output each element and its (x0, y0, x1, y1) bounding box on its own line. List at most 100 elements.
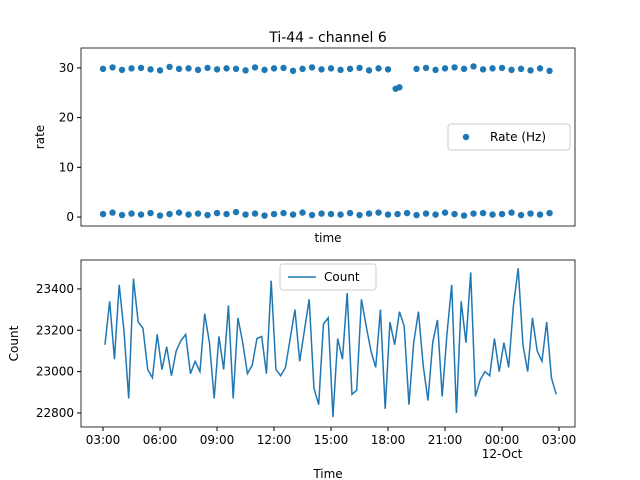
x-tick-label: 03:00 (542, 433, 577, 447)
point (223, 210, 230, 218)
legend-box (447, 123, 571, 151)
point (546, 67, 553, 75)
point (451, 210, 458, 218)
point (109, 209, 116, 216)
x-tick-label: 06:00 (143, 433, 178, 447)
point (109, 64, 116, 71)
point (299, 65, 306, 73)
y-tick-label: 23400 (36, 282, 74, 296)
point (422, 210, 430, 217)
x-tick-label: 09:00 (200, 433, 235, 447)
point (527, 210, 534, 217)
point (384, 66, 392, 73)
point (270, 210, 278, 218)
point (470, 210, 477, 217)
point (441, 209, 449, 216)
point (460, 212, 468, 219)
point (356, 64, 363, 72)
point (308, 211, 316, 219)
legend-label: Count (324, 270, 360, 284)
point (137, 64, 145, 72)
point (451, 64, 458, 71)
point (508, 66, 515, 74)
point (318, 210, 325, 217)
point (137, 211, 145, 218)
point (175, 65, 183, 73)
point (166, 63, 173, 71)
chart-title: Ti-44 - channel 6 (268, 30, 387, 46)
point (460, 65, 468, 73)
point (546, 209, 553, 217)
point (185, 211, 192, 218)
point (118, 66, 126, 74)
x-tick-label: 12:00 (257, 433, 292, 447)
point (147, 209, 154, 217)
point (118, 211, 126, 219)
x-tick-label: 00:00 12-Oct (482, 433, 523, 461)
x-axis-label: Time (312, 467, 342, 480)
point (403, 209, 411, 217)
point (396, 84, 403, 91)
y-tick-label: 23200 (36, 323, 74, 337)
y-axis-label: Count (7, 325, 21, 361)
point (517, 211, 525, 219)
point (413, 211, 420, 219)
plot-frame (80, 259, 576, 428)
point (147, 66, 154, 73)
point (128, 65, 135, 72)
x-tick-label: 03:00 (86, 433, 121, 447)
point (251, 210, 259, 217)
y-tick-label: 23000 (36, 365, 74, 379)
point (375, 65, 382, 72)
point (242, 67, 249, 74)
point (261, 212, 268, 219)
point (498, 64, 506, 72)
point (223, 65, 230, 72)
point (308, 64, 316, 71)
point (270, 65, 278, 72)
point (99, 210, 107, 218)
point (489, 211, 496, 218)
point (394, 210, 401, 218)
point (498, 210, 506, 218)
legend-box (279, 263, 377, 291)
point (289, 211, 297, 218)
point (432, 211, 439, 218)
x-tick-label: 15:00 (314, 433, 349, 447)
point (156, 67, 164, 74)
point (280, 64, 287, 72)
point (175, 209, 183, 216)
point (365, 67, 373, 74)
point (204, 211, 211, 219)
y-tick-label: 30 (59, 61, 74, 75)
point (99, 65, 107, 73)
point (327, 210, 335, 218)
point (204, 64, 211, 72)
point (232, 208, 240, 216)
point (413, 65, 420, 73)
point (185, 65, 192, 72)
point (213, 66, 221, 73)
point (536, 65, 544, 72)
point (479, 209, 487, 217)
plot-frame (80, 47, 576, 227)
point (346, 209, 354, 217)
y-axis-label: rate (33, 125, 47, 149)
point (337, 211, 344, 218)
point (194, 66, 202, 74)
point (327, 65, 335, 72)
y-tick-label: 20 (59, 111, 74, 125)
point (318, 66, 325, 73)
point (194, 210, 202, 217)
point (242, 211, 249, 218)
x-tick-label: 18:00 (371, 433, 406, 447)
point (508, 209, 515, 216)
point (432, 66, 439, 74)
legend-label: Rate (Hz) (490, 130, 546, 144)
legend-marker (462, 133, 470, 141)
point (280, 209, 287, 217)
point (232, 65, 240, 73)
y-tick-label: 0 (66, 210, 74, 224)
point (536, 211, 544, 218)
